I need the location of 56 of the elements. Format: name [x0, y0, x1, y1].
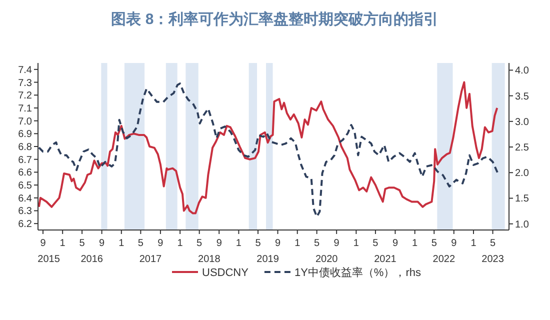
x2-tick-label: 2021	[374, 254, 397, 265]
x-tick-label: 9	[451, 238, 458, 249]
y-tick-label: 7.1	[18, 103, 32, 114]
x-tick-label: 1	[294, 238, 301, 249]
legend-label: 1Y中债收益率（%），rhs	[294, 266, 422, 279]
x-tick-label: 9	[274, 238, 281, 249]
y-tick-label: 6.4	[18, 193, 32, 204]
y-tick-label: 7.4	[18, 64, 32, 76]
x-tick-label: 9	[216, 238, 222, 249]
x-tick-label: 5	[255, 238, 262, 249]
y2-tick-label: 4.0	[515, 66, 530, 77]
y-tick-label: 6.6	[18, 168, 32, 179]
x2-tick-label: 2015	[38, 254, 60, 265]
y2-tick-label: 1.0	[515, 219, 530, 230]
y2-tick-label: 2.5	[515, 142, 530, 154]
y2-tick-label: 3.0	[515, 116, 530, 128]
x-tick-label: 5	[79, 238, 86, 249]
y-tick-label: 6.8	[18, 142, 32, 153]
legend-label: USDCNY	[202, 267, 250, 279]
x2-tick-label: 2019	[256, 254, 280, 265]
y-tick-label: 6.2	[18, 219, 32, 230]
y-tick-label: 6.5	[18, 180, 32, 192]
x-tick-label: 5	[431, 238, 438, 249]
x-tick-label: 9	[334, 238, 340, 249]
y-tick-label: 7.0	[18, 116, 32, 128]
x-tick-label: 9	[158, 238, 164, 249]
y-tick-label: 6.3	[18, 206, 32, 218]
x2-tick-label: 2020	[315, 254, 338, 265]
x-tick-label: 1	[177, 238, 184, 249]
x-tick-label: 1	[470, 238, 477, 249]
x-tick-label: 1	[118, 238, 125, 249]
x-tick-label: 5	[372, 238, 379, 249]
x-tick-label: 9	[392, 238, 398, 249]
x-tick-label: 5	[314, 238, 320, 249]
y-tick-label: 7.3	[18, 78, 32, 89]
y-tick-label: 6.7	[18, 154, 32, 166]
x-tick-label: 9	[99, 238, 106, 249]
x2-tick-label: 2016	[80, 254, 104, 265]
x2-tick-label: 2022	[432, 254, 456, 265]
y2-tick-label: 1.5	[515, 194, 530, 205]
y-tick-label: 7.2	[18, 90, 32, 102]
x-tick-label: 1	[236, 238, 242, 249]
x2-tick-label: 2017	[139, 254, 162, 265]
x-tick-label: 5	[490, 238, 496, 249]
x-tick-label: 5	[138, 238, 144, 249]
x-tick-label: 1	[353, 238, 360, 249]
y-tick-label: 6.9	[18, 129, 32, 140]
y2-tick-label: 3.5	[515, 91, 530, 102]
chart-title: 图表 8：利率可作为汇率盘整时期突破方向的指引	[111, 10, 439, 28]
x2-tick-label: 2018	[198, 254, 221, 265]
x2-tick-label: 2023	[482, 254, 504, 265]
x-tick-label: 1	[60, 238, 66, 249]
x-tick-label: 5	[196, 238, 203, 249]
x-tick-label: 9	[40, 238, 46, 249]
x-tick-label: 1	[412, 238, 418, 249]
y2-tick-label: 2.0	[515, 168, 530, 180]
